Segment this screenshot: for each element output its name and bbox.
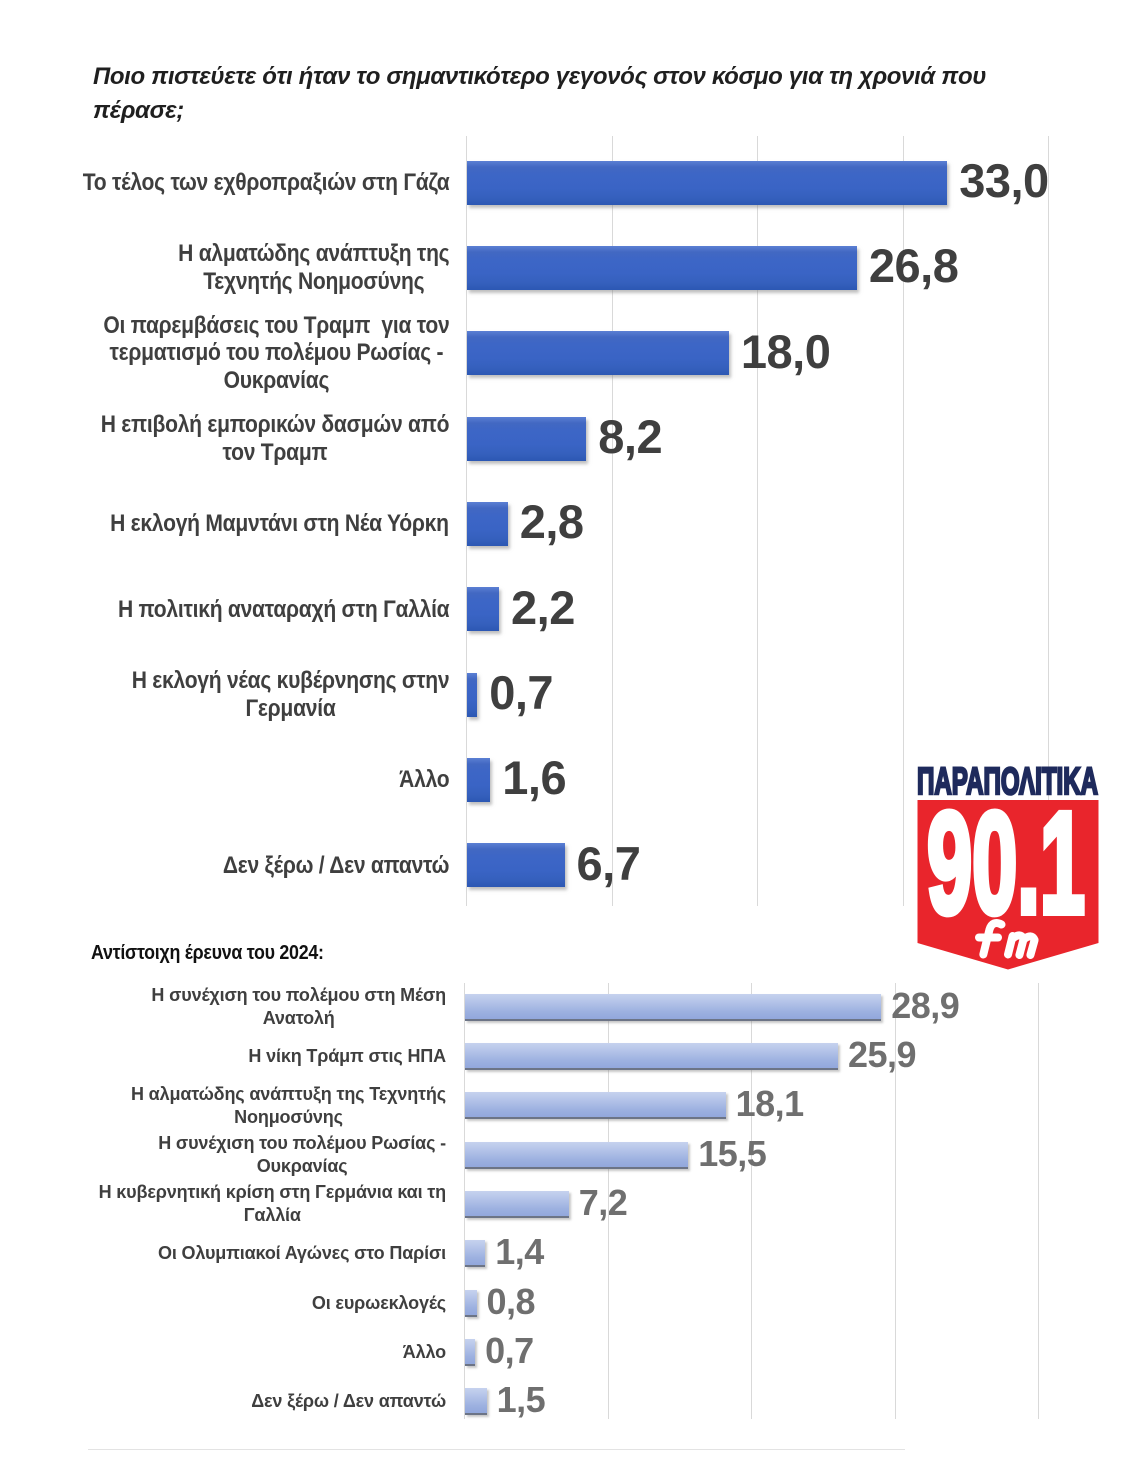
svg-text:ΠΑΡΑΠΟΛΙΤΙΚΑ: ΠΑΡΑΠΟΛΙΤΙΚΑ <box>917 764 1098 803</box>
svg-text:90.1: 90.1 <box>927 783 1085 944</box>
